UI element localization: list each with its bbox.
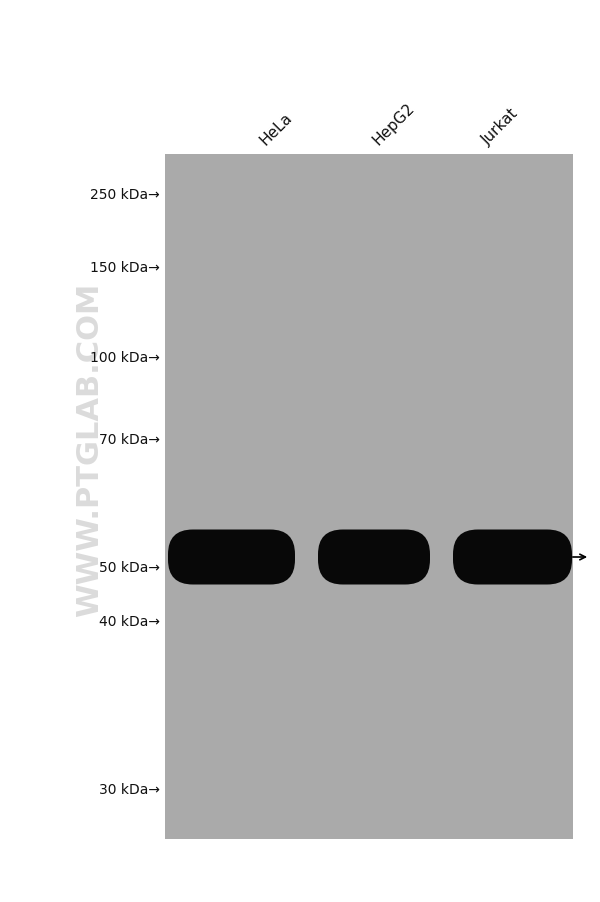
Text: 40 kDa→: 40 kDa→ (99, 614, 160, 629)
FancyBboxPatch shape (168, 529, 295, 584)
Text: 30 kDa→: 30 kDa→ (99, 782, 160, 796)
Text: 250 kDa→: 250 kDa→ (90, 188, 160, 202)
Text: 70 kDa→: 70 kDa→ (99, 433, 160, 446)
Text: HeLa: HeLa (257, 110, 295, 148)
Bar (165, 155, 573, 839)
Text: 150 kDa→: 150 kDa→ (90, 261, 160, 275)
Text: 100 kDa→: 100 kDa→ (90, 351, 160, 364)
FancyBboxPatch shape (453, 529, 572, 584)
Text: 50 kDa→: 50 kDa→ (99, 560, 160, 575)
Text: Jurkat: Jurkat (479, 106, 521, 148)
FancyBboxPatch shape (318, 529, 430, 584)
Text: HepG2: HepG2 (370, 100, 417, 148)
Text: WWW.PTGLAB.COM: WWW.PTGLAB.COM (76, 282, 104, 616)
